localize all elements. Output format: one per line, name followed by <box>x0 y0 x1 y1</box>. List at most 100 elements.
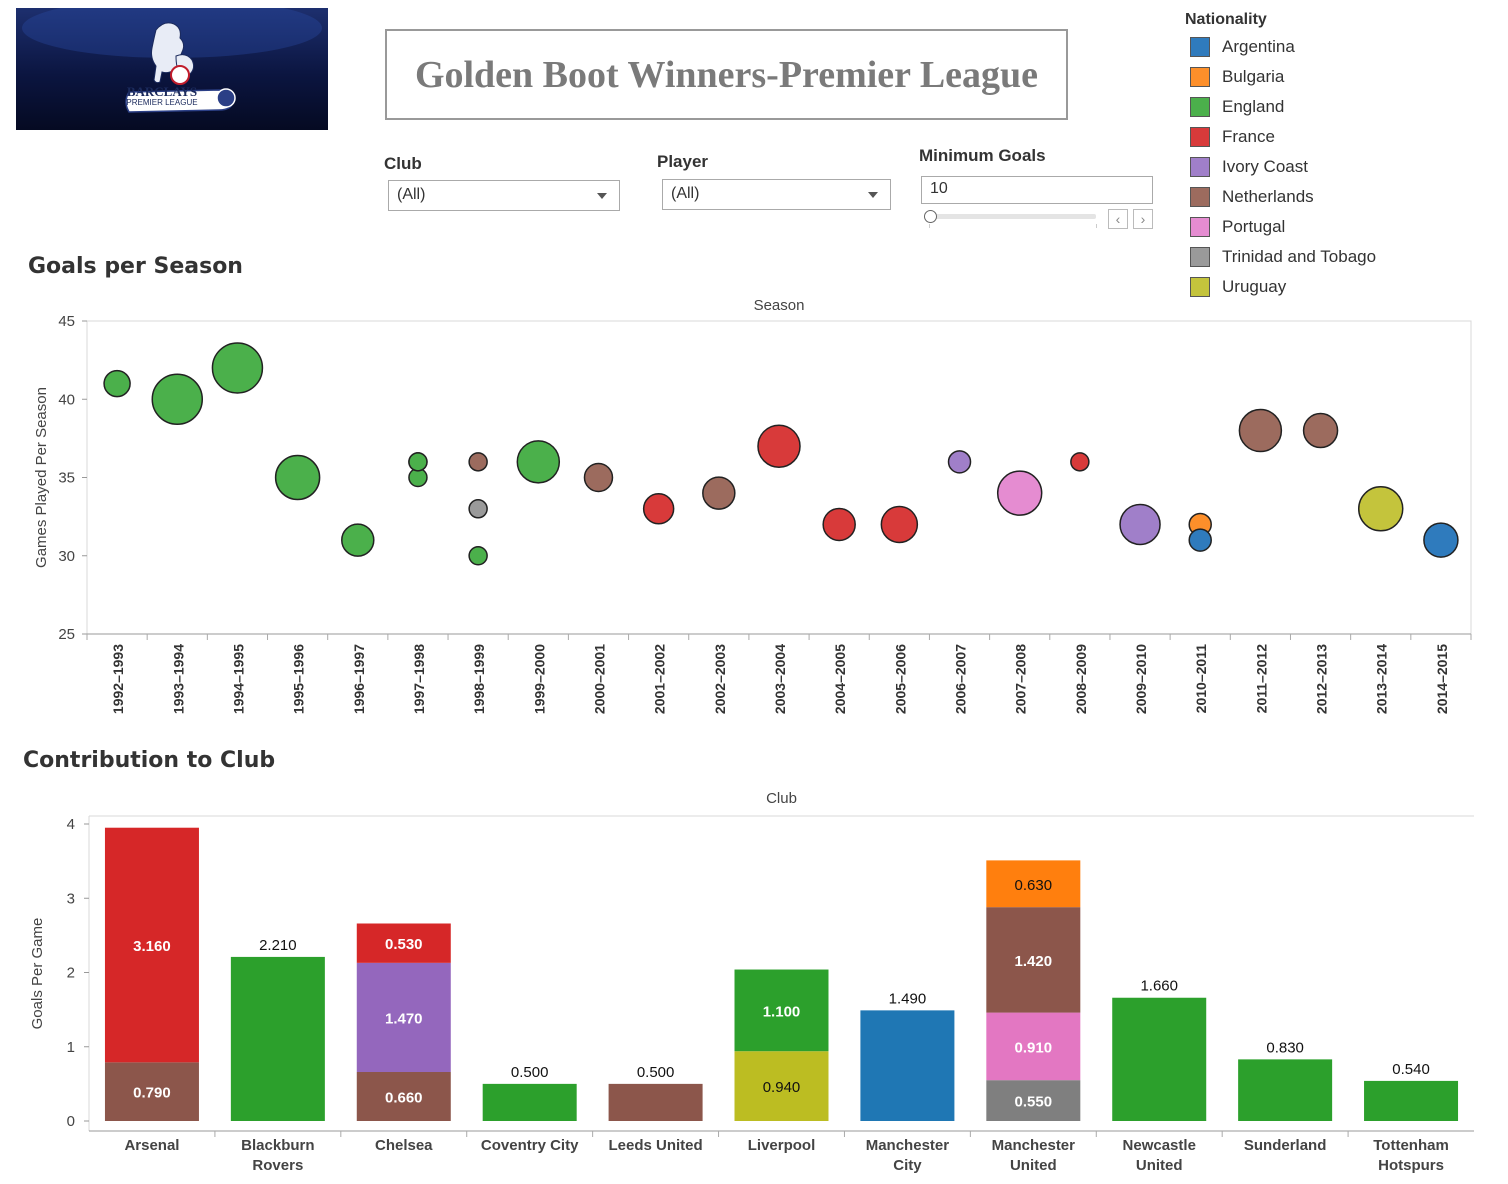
bar-data-label: 0.550 <box>1015 1094 1053 1111</box>
legend-label: Ivory Coast <box>1222 157 1308 176</box>
scatter-point <box>211 342 264 394</box>
bar-segment <box>1112 997 1207 1121</box>
legend-swatch <box>1190 187 1210 207</box>
scatter-point <box>516 440 561 484</box>
bar-data-label: 0.500 <box>511 1064 549 1081</box>
club-dropdown[interactable]: (All) <box>388 180 620 211</box>
x-tick-label: 1992–1993 <box>110 644 126 714</box>
scatter-point <box>880 505 919 544</box>
min-goals-slider[interactable] <box>924 210 1097 230</box>
scatter-point <box>341 523 375 557</box>
x-tick-label: 2013–2014 <box>1374 644 1390 714</box>
slider-handle[interactable] <box>924 210 937 223</box>
bar-segment <box>1364 1080 1459 1121</box>
x-tick-label: 1997–1998 <box>411 644 427 714</box>
min-goals-input[interactable]: 10 <box>921 176 1153 204</box>
x-tick-label: 2012–2013 <box>1314 644 1330 714</box>
slider-prev-button[interactable]: ‹ <box>1108 209 1128 229</box>
legend-label: France <box>1222 127 1275 146</box>
bar-data-label: 3.160 <box>133 938 171 955</box>
legend-swatch <box>1190 277 1210 297</box>
scatter-point <box>468 499 488 519</box>
bar-segment <box>356 923 451 963</box>
scatter-point <box>408 452 428 472</box>
x-tick-label: 2000–2001 <box>591 644 607 714</box>
legend-label: Argentina <box>1222 37 1295 56</box>
bar-data-label: 1.660 <box>1140 978 1178 995</box>
bar-segment <box>230 956 325 1121</box>
scatter-point <box>468 546 488 566</box>
x-tick-label: 2006–2007 <box>953 644 969 714</box>
bar-segment <box>986 860 1081 908</box>
x-tick-label: 1996–1997 <box>351 644 367 714</box>
x-category-label: Tottenham <box>1373 1137 1449 1154</box>
bar-data-label: 1.420 <box>1015 953 1053 970</box>
premier-league-logo: BARCLAYS PREMIER LEAGUE <box>16 8 328 130</box>
x-tick-label: 2001–2002 <box>652 644 668 714</box>
lion-crest-icon <box>22 8 322 113</box>
x-tick-label: 2009–2010 <box>1133 644 1149 714</box>
scatter-point <box>757 424 801 468</box>
x-category-label: United <box>1136 1157 1183 1174</box>
scatter-point <box>947 450 972 474</box>
x-tick-label: 2004–2005 <box>832 644 848 714</box>
y-tick-label: 3 <box>67 890 75 907</box>
min-goals-value: 10 <box>930 180 948 197</box>
x-tick-label: 2005–2006 <box>892 644 908 714</box>
player-dropdown[interactable]: (All) <box>662 179 891 210</box>
x-category-label: Leeds United <box>608 1137 702 1154</box>
legend-label: England <box>1222 97 1285 116</box>
legend-label: Netherlands <box>1222 187 1314 206</box>
x-category-label: Sunderland <box>1244 1137 1327 1154</box>
bar-segment <box>482 1083 577 1121</box>
scatter-point <box>1188 528 1212 552</box>
legend-swatch <box>1190 217 1210 237</box>
bar-segment <box>356 962 451 1072</box>
legend-swatch <box>1190 97 1210 117</box>
bar-data-label: 0.790 <box>133 1085 171 1102</box>
slider-next-button[interactable]: › <box>1133 209 1153 229</box>
x-category-label: Arsenal <box>124 1137 179 1154</box>
contribution-to-club-chart: Club 0 1 2 3 4 Goals Per Game 0.790 3.160 Arsenal… <box>29 790 1474 1174</box>
y-tick-label: 40 <box>58 391 75 408</box>
legend-label: Portugal <box>1222 217 1286 236</box>
scatter-point <box>642 493 675 525</box>
contribution-to-club-title: Contribution to Club <box>23 748 276 773</box>
player-dropdown-value: (All) <box>671 185 700 202</box>
scatter-point <box>702 476 736 510</box>
scatter-point <box>468 452 488 472</box>
bar-data-label: 2.210 <box>259 937 297 954</box>
y-tick-label: 0 <box>67 1113 75 1130</box>
bar-data-label: 0.500 <box>637 1064 675 1081</box>
x-tick-label: 2003–2004 <box>772 644 788 714</box>
bar-data-label: 0.660 <box>385 1089 423 1106</box>
x-category-label: United <box>1010 1157 1057 1174</box>
club-axis-header: Club <box>766 790 797 807</box>
bar-segment <box>986 907 1081 1013</box>
bar-segment <box>734 969 829 1052</box>
legend-title: Nationality <box>1185 11 1267 28</box>
scatter-point <box>1238 408 1283 453</box>
bar-segment <box>104 827 199 1063</box>
scatter-point <box>1070 452 1090 472</box>
legend-label: Uruguay <box>1222 277 1287 296</box>
x-tick-label: 2008–2009 <box>1073 644 1089 714</box>
bar-data-label: 0.540 <box>1392 1061 1430 1078</box>
x-tick-label: 2011–2012 <box>1253 644 1269 714</box>
slider-track <box>924 214 1096 219</box>
legend-label: Trinidad and Tobago <box>1222 247 1377 266</box>
x-tick-label: 2014–2015 <box>1434 644 1450 714</box>
chevron-right-icon: › <box>1140 211 1146 227</box>
bar-data-label: 0.530 <box>385 936 423 953</box>
slider-ticks <box>929 224 1097 228</box>
bar-segment <box>860 1010 955 1121</box>
y-tick-label: 35 <box>58 470 75 487</box>
logo-text-premier-league: PREMIER LEAGUE <box>126 98 198 107</box>
y-tick-label: 25 <box>58 626 75 643</box>
scatter-point <box>1302 412 1339 449</box>
x-category-label: City <box>893 1157 922 1174</box>
y-tick-label: 1 <box>67 1039 75 1056</box>
x-category-label: Manchester <box>992 1137 1076 1154</box>
scatter-point <box>274 454 321 501</box>
chevron-left-icon: ‹ <box>1115 211 1121 227</box>
